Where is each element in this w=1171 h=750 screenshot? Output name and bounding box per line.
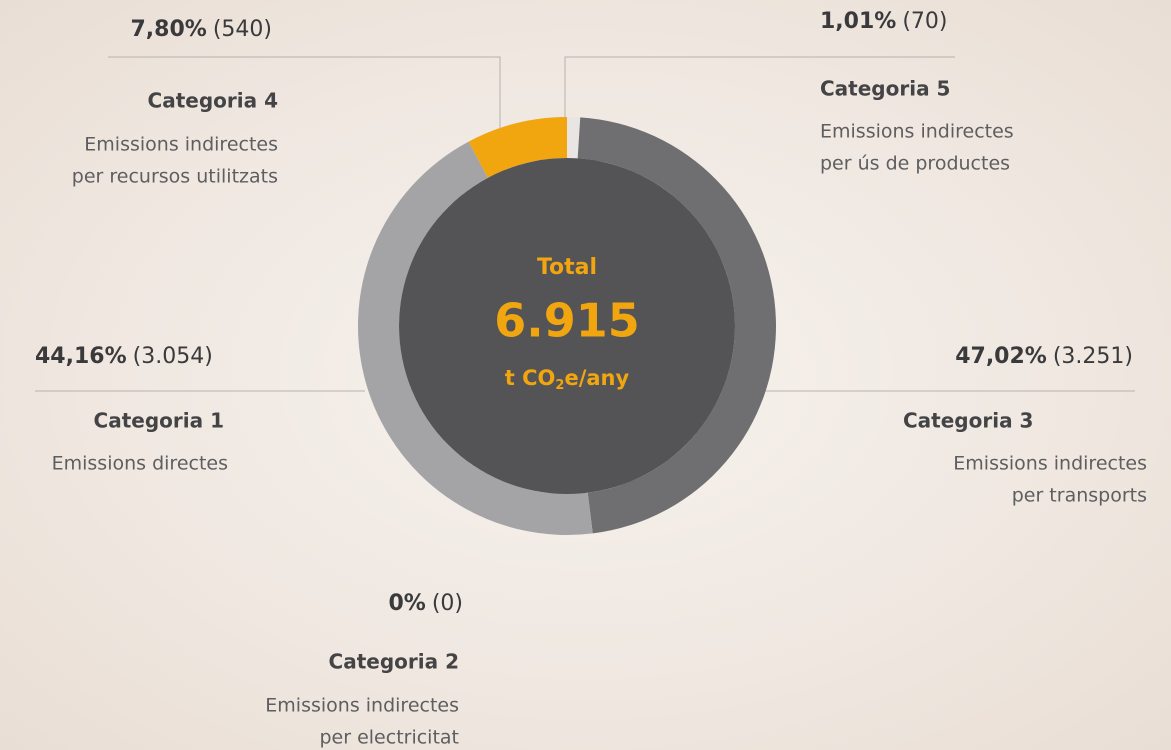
- amount-label: (3.251): [1053, 344, 1133, 369]
- category-description: per transports: [1012, 485, 1147, 507]
- donut-slice: [567, 117, 581, 159]
- category-description: per ús de productes: [820, 153, 1010, 175]
- category-title: Categoria 2: [329, 650, 459, 674]
- leader-line: [564, 56, 955, 130]
- center-title: Total: [537, 255, 597, 280]
- unit-part: e/any: [564, 366, 629, 390]
- donut-slice: [577, 117, 776, 534]
- value-label: 0% (0): [388, 591, 463, 616]
- category-title: Categoria 5: [820, 77, 950, 101]
- category-description: Emissions indirectes: [265, 695, 459, 717]
- category-description: per recursos utilitzats: [72, 166, 278, 188]
- percent-label: 1,01%: [820, 9, 896, 34]
- unit-part: t CO: [505, 366, 556, 390]
- category-description: Emissions indirectes: [820, 121, 1014, 143]
- leader-lines: [35, 56, 1135, 392]
- category-title: Categoria 3: [903, 409, 1033, 433]
- category-description: per electricitat: [319, 727, 459, 749]
- category-title: Categoria 4: [148, 89, 278, 113]
- value-label: 1,01% (70): [820, 9, 948, 34]
- value-label: 44,16% (3.054): [35, 344, 213, 369]
- donut-slice: [468, 117, 567, 178]
- category-description: Emissions indirectes: [84, 134, 278, 156]
- unit-subscript: 2: [555, 378, 564, 393]
- donut-slice: [358, 141, 593, 535]
- leader-line: [108, 56, 501, 135]
- category-description: Emissions directes: [52, 453, 228, 475]
- percent-label: 7,80%: [131, 17, 207, 42]
- center-disk: [399, 158, 735, 494]
- amount-label: (70): [902, 9, 947, 34]
- center-unit: t CO2e/any: [505, 366, 630, 393]
- percent-label: 47,02%: [955, 344, 1047, 369]
- center-total: 6.915: [494, 294, 640, 348]
- amount-label: (0): [432, 591, 463, 616]
- percent-label: 44,16%: [35, 344, 127, 369]
- value-label: 47,02% (3.251): [955, 344, 1133, 369]
- category-title: Categoria 1: [94, 409, 224, 433]
- amount-label: (540): [213, 17, 272, 42]
- value-label: 7,80% (540): [131, 17, 273, 42]
- percent-label: 0%: [388, 591, 425, 616]
- category-description: Emissions indirectes: [953, 453, 1147, 475]
- amount-label: (3.054): [133, 344, 213, 369]
